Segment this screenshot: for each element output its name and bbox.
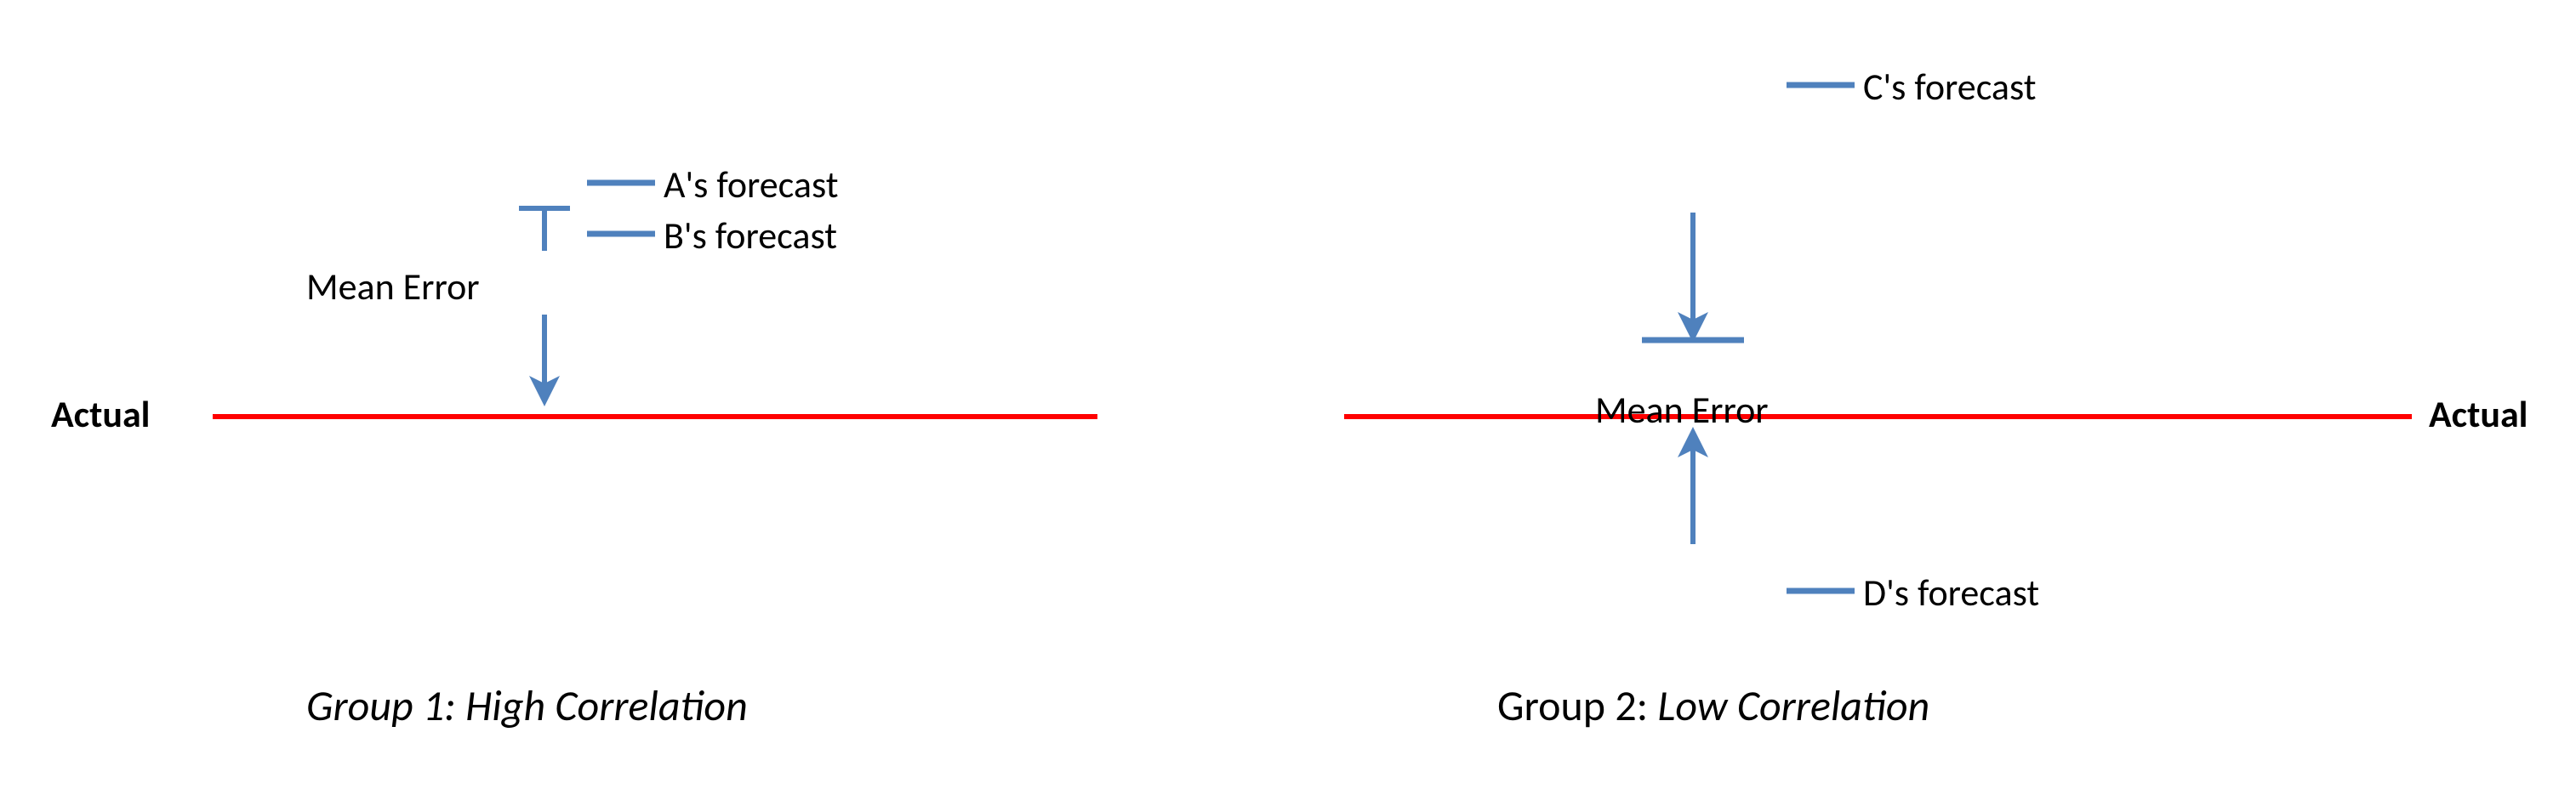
group1-caption: Group 1: High Correlation [306, 680, 748, 732]
group1-a-forecast-label: A's forecast [664, 162, 838, 207]
group2-mean-error-label: Mean Error [1595, 387, 1769, 433]
group1-actual-label: Actual [51, 391, 150, 437]
group2-actual-label: Actual [2429, 391, 2528, 437]
group2-caption-italic: Low Correlation [1657, 680, 1929, 732]
group2-c-forecast-label: C's forecast [1863, 64, 2036, 110]
group1-b-forecast-label: B's forecast [664, 213, 837, 258]
group1-mean-error-label: Mean Error [306, 264, 480, 309]
group2-d-forecast-label: D's forecast [1863, 570, 2039, 616]
group2-caption: Group 2: Low Correlation [1497, 680, 1929, 732]
group2-caption-prefix: Group 2: [1497, 680, 1657, 732]
